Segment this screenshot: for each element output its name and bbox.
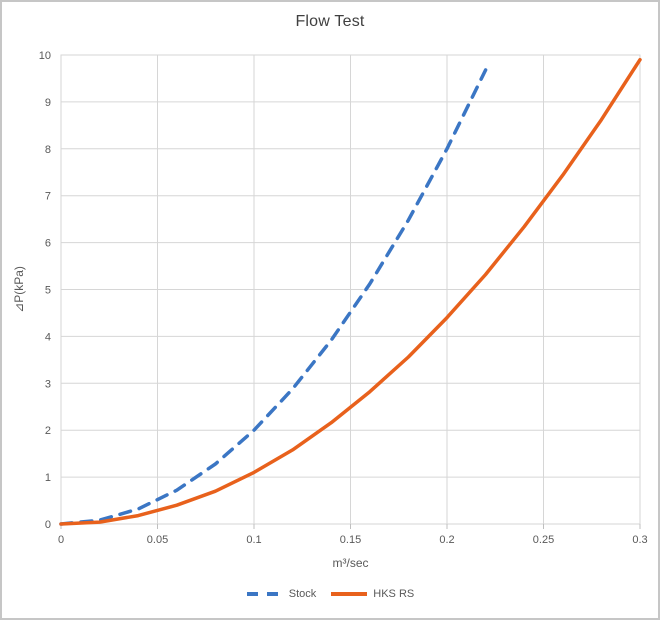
y-tick-label: 10 — [39, 50, 51, 62]
legend-solid-line-sample — [331, 592, 368, 596]
y-tick-label: 2 — [45, 425, 51, 437]
legend-item-hks-rs: HKS RS — [330, 588, 414, 600]
y-axis-title: ⊿P(kPa) — [12, 266, 26, 313]
y-tick-label: 6 — [45, 238, 51, 250]
y-tick-label: 0 — [45, 519, 51, 531]
x-tick-label: 0.2 — [439, 534, 454, 546]
y-tick-label: 9 — [45, 97, 51, 109]
y-tick-label: 5 — [45, 285, 51, 297]
legend-dashed-line-sample — [246, 592, 283, 596]
y-tick-label: 1 — [45, 472, 51, 484]
y-tick-label: 3 — [45, 378, 51, 390]
chart-legend: Stock HKS RS — [2, 588, 658, 600]
legend-item-stock: Stock — [246, 588, 317, 600]
x-tick-label: 0.15 — [340, 534, 361, 546]
legend-label-stock: Stock — [288, 588, 317, 600]
legend-label-hks-rs: HKS RS — [373, 588, 415, 600]
x-axis-title: m³/sec — [333, 556, 369, 570]
x-tick-label: 0.3 — [632, 534, 647, 546]
y-tick-label: 4 — [45, 331, 51, 343]
y-tick-label: 8 — [45, 144, 51, 156]
chart-title: Flow Test — [295, 13, 365, 30]
x-tick-label: 0.05 — [147, 534, 168, 546]
y-tick-label: 7 — [45, 191, 51, 203]
x-tick-label: 0 — [58, 534, 64, 546]
series-line-hks-rs — [59, 57, 642, 526]
series-line-stock — [59, 68, 488, 526]
x-tick-label: 0.1 — [246, 534, 261, 546]
x-tick-label: 0.25 — [533, 534, 554, 546]
